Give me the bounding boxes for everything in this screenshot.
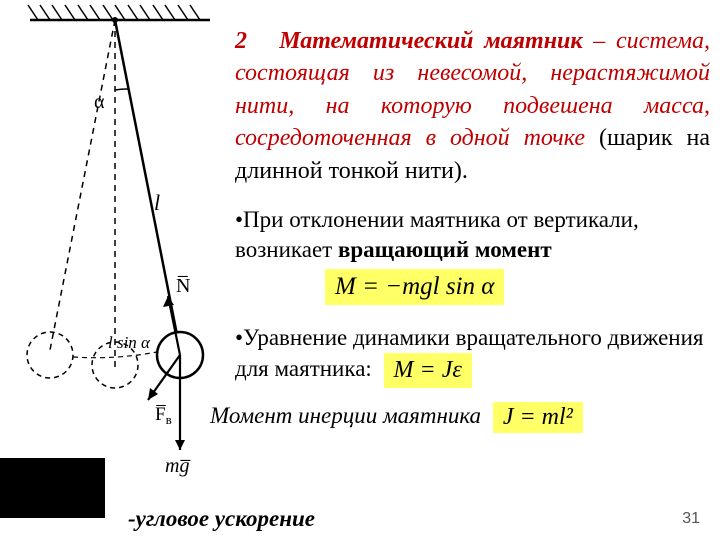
left-bob — [27, 332, 73, 378]
title-block: 2 Математический маятник – система, сост… — [235, 25, 710, 187]
inertia-row: Момент инерции маятника J = ml² — [210, 402, 710, 433]
angle-arc — [115, 89, 128, 90]
pendulum-diagram: α l N̅ l sin α mg̅ F̅в — [0, 0, 230, 490]
ceiling-hatch — [28, 5, 210, 20]
length-label: l — [154, 190, 160, 215]
force-label: F̅в — [155, 404, 172, 427]
torque-formula: M = −mgl sin α — [325, 269, 504, 306]
pendulum-svg: α l N̅ l sin α mg̅ F̅в — [0, 0, 230, 490]
inertia-text: Момент инерции маятника — [210, 403, 481, 428]
normal-label: N̅ — [176, 275, 190, 297]
title-main: Математический маятник — [279, 28, 582, 54]
angle-label: α — [94, 91, 105, 113]
arc-label: l sin α — [108, 333, 151, 352]
dynamics-formula: M = Jε — [384, 353, 472, 388]
bullet-dynamics: •Уравнение динамики вращательного движен… — [235, 323, 710, 388]
left-string — [50, 20, 115, 350]
black-box — [0, 458, 105, 518]
title-dash: – — [593, 28, 616, 54]
page-number: 31 — [682, 510, 700, 528]
weight-arrow — [175, 440, 185, 450]
content-area: 2 Математический маятник – система, сост… — [235, 25, 710, 433]
torque-bold: вращающий момент — [338, 237, 552, 262]
bullet-torque: •При отклонении маятника от вертикали, в… — [235, 205, 710, 305]
weight-label: mg̅ — [165, 455, 191, 477]
epsilon-label: -угловое ускорение — [128, 506, 315, 532]
inertia-formula: J = ml² — [493, 402, 583, 433]
title-number: 2 — [235, 28, 247, 54]
